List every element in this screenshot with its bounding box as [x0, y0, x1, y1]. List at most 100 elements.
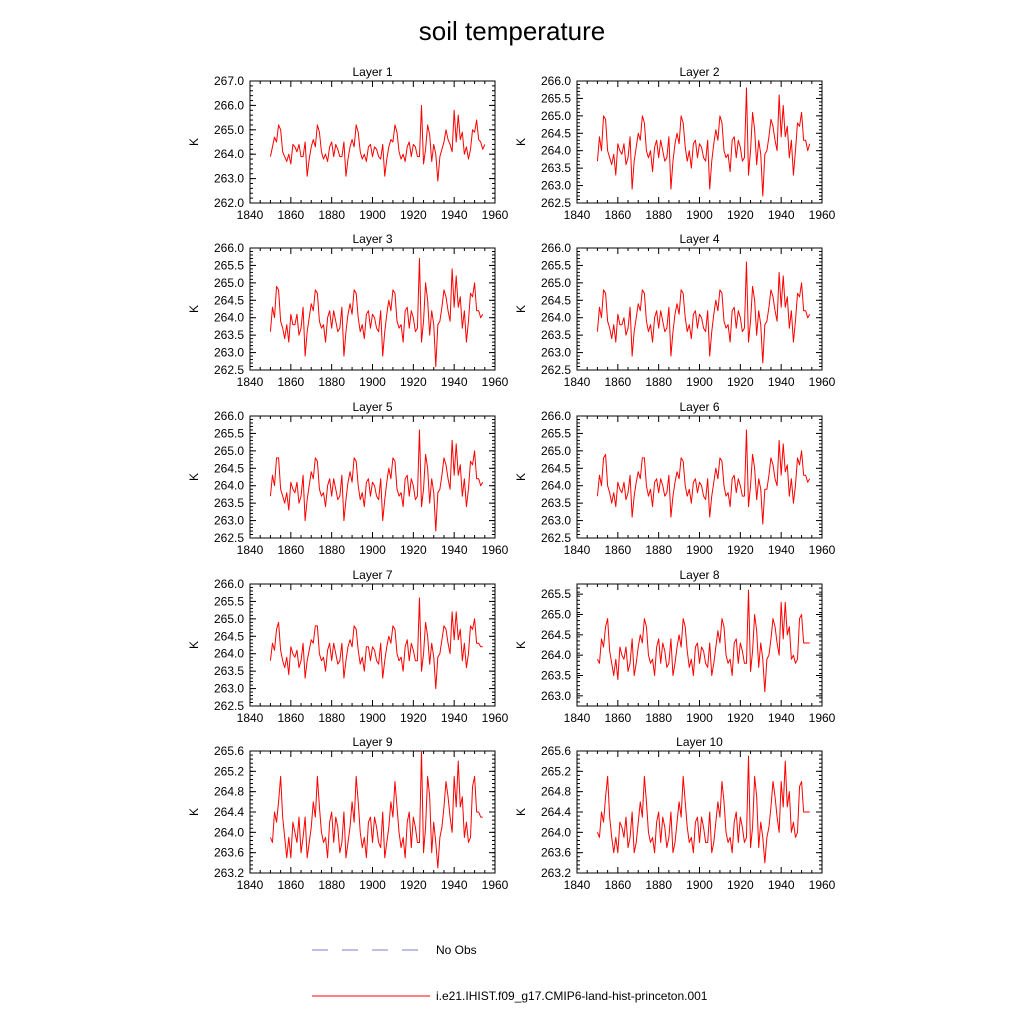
- panel-title: Layer 7: [352, 568, 392, 582]
- x-tick-label: 1920: [727, 711, 754, 725]
- y-tick-label: 262.5: [214, 363, 244, 377]
- y-tick-label: 263.0: [541, 346, 571, 360]
- panel-title: Layer 2: [679, 65, 719, 79]
- x-tick-label: 1920: [400, 208, 427, 222]
- x-tick-label: 1900: [686, 208, 713, 222]
- series-line: [596, 261, 811, 364]
- y-tick-label: 264.8: [214, 785, 244, 799]
- series-line: [596, 755, 810, 864]
- y-tick-label: 265.5: [541, 91, 571, 105]
- x-tick-label: 1920: [400, 878, 427, 892]
- x-tick-label: 1880: [645, 711, 672, 725]
- panel-title: Layer 10: [676, 735, 723, 749]
- plot-frame: [249, 80, 496, 204]
- y-axis-label: K: [514, 473, 528, 481]
- x-tick-label: 1840: [564, 375, 591, 389]
- x-tick-label: 1880: [318, 878, 345, 892]
- y-tick-label: 266.0: [541, 74, 571, 88]
- y-tick-label: 263.0: [214, 346, 244, 360]
- x-tick-label: 1920: [727, 208, 754, 222]
- y-tick-label: 266.0: [214, 98, 244, 112]
- x-tick-label: 1940: [441, 878, 468, 892]
- y-tick-label: 264.0: [214, 479, 244, 493]
- y-tick-label: 264.5: [541, 628, 571, 642]
- x-tick-label: 1960: [809, 375, 836, 389]
- y-tick-label: 263.2: [541, 866, 571, 880]
- x-tick-label: 1860: [277, 543, 304, 557]
- x-tick-label: 1960: [482, 208, 509, 222]
- y-tick-label: 263.2: [214, 866, 244, 880]
- series-line: [269, 597, 483, 690]
- y-axis-label: K: [187, 473, 201, 481]
- y-tick-label: 266.0: [214, 409, 244, 423]
- panel-title: Layer 1: [352, 65, 392, 79]
- x-tick-label: 1960: [482, 543, 509, 557]
- x-tick-label: 1900: [686, 878, 713, 892]
- y-tick-label: 265.2: [541, 764, 571, 778]
- x-tick-label: 1860: [604, 711, 631, 725]
- y-tick-label: 265.5: [541, 426, 571, 440]
- y-tick-label: 264.5: [214, 629, 244, 643]
- y-tick-label: 264.0: [541, 479, 571, 493]
- y-axis-label: K: [514, 641, 528, 649]
- x-tick-label: 1860: [277, 711, 304, 725]
- y-tick-label: 266.0: [214, 241, 244, 255]
- x-tick-label: 1900: [359, 878, 386, 892]
- x-tick-label: 1920: [400, 711, 427, 725]
- x-tick-label: 1840: [237, 375, 264, 389]
- y-tick-label: 265.0: [214, 123, 244, 137]
- y-tick-label: 263.5: [541, 496, 571, 510]
- plot-frame: [249, 583, 496, 707]
- y-tick-label: 264.5: [541, 126, 571, 140]
- series-line: [596, 429, 811, 525]
- y-tick-label: 263.5: [541, 669, 571, 683]
- x-tick-label: 1960: [809, 711, 836, 725]
- y-tick-label: 265.0: [541, 109, 571, 123]
- x-tick-label: 1940: [441, 375, 468, 389]
- x-tick-label: 1880: [645, 878, 672, 892]
- plot-frame: [249, 247, 496, 371]
- panel-layer-5: Layer 5 1840 1860 1880 1900 1920 1940 1960 262.5…: [187, 400, 509, 557]
- x-tick-label: 1880: [645, 375, 672, 389]
- y-tick-label: 262.0: [214, 196, 244, 210]
- y-tick-label: 263.5: [214, 328, 244, 342]
- y-tick-label: 263.5: [214, 496, 244, 510]
- x-tick-label: 1960: [809, 878, 836, 892]
- y-tick-label: 264.0: [541, 825, 571, 839]
- panel-layer-4: Layer 4 1840 1860 1880 1900 1920 1940 1960 262.5…: [514, 232, 836, 389]
- y-tick-label: 263.0: [541, 514, 571, 528]
- x-tick-label: 1860: [277, 208, 304, 222]
- y-axis-label: K: [514, 305, 528, 313]
- x-tick-label: 1960: [482, 878, 509, 892]
- series-line: [269, 257, 484, 368]
- panel-title: Layer 6: [679, 400, 719, 414]
- y-tick-label: 265.0: [214, 444, 244, 458]
- series-line: [269, 104, 486, 182]
- x-tick-label: 1860: [604, 208, 631, 222]
- x-tick-label: 1840: [564, 711, 591, 725]
- series-line: [269, 429, 484, 532]
- x-tick-label: 1900: [686, 375, 713, 389]
- x-tick-label: 1960: [809, 208, 836, 222]
- x-tick-label: 1860: [604, 375, 631, 389]
- x-tick-label: 1900: [359, 711, 386, 725]
- x-tick-label: 1900: [359, 543, 386, 557]
- panel-layer-6: Layer 6 1840 1860 1880 1900 1920 1940 1960 262.5…: [514, 400, 836, 557]
- x-tick-label: 1840: [237, 878, 264, 892]
- x-tick-label: 1880: [318, 711, 345, 725]
- y-tick-label: 263.5: [541, 161, 571, 175]
- y-tick-label: 265.0: [214, 612, 244, 626]
- panel-title: Layer 8: [679, 568, 719, 582]
- x-tick-label: 1840: [237, 543, 264, 557]
- panels-grid: Layer 1 1840 1860 1880 1900 1920 1940 1960 262.0…: [187, 65, 836, 892]
- y-tick-label: 265.2: [214, 764, 244, 778]
- series-line: [596, 87, 811, 197]
- y-tick-label: 266.0: [541, 241, 571, 255]
- y-tick-label: 263.0: [214, 682, 244, 696]
- y-tick-label: 262.5: [541, 196, 571, 210]
- y-tick-label: 265.5: [214, 594, 244, 608]
- x-tick-label: 1940: [441, 543, 468, 557]
- y-axis-label: K: [514, 808, 528, 816]
- y-tick-label: 264.4: [214, 805, 244, 819]
- y-tick-label: 265.5: [214, 258, 244, 272]
